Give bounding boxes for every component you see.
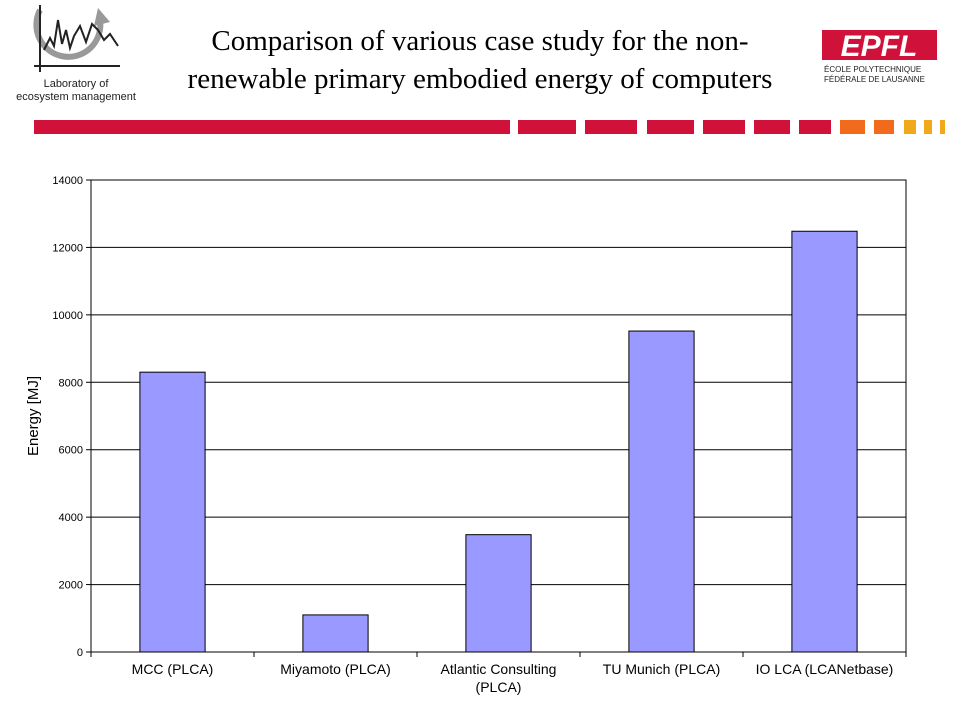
x-tick-label: TU Munich (PLCA) bbox=[603, 661, 720, 677]
page-title: Comparison of various case study for the… bbox=[150, 22, 810, 98]
bar bbox=[628, 330, 695, 653]
y-tick-label: 4000 bbox=[59, 512, 83, 524]
y-tick-label: 0 bbox=[77, 647, 83, 659]
epfl-subtitle-2: FÉDÉRALE DE LAUSANNE bbox=[824, 75, 925, 84]
x-tick-label: IO LCA (LCANetbase) bbox=[756, 661, 894, 677]
bar bbox=[302, 614, 369, 653]
x-tick-label: Miyamoto (PLCA) bbox=[280, 661, 390, 677]
x-tick-label: MCC (PLCA) bbox=[132, 661, 214, 677]
y-axis-label: Energy [MJ] bbox=[25, 376, 42, 456]
energy-bar-chart: 0 2000 4000 6000 8000 10000 12000 14000 MCC (PL… bbox=[0, 160, 960, 720]
lab-logo: Laboratory of ecosystem management bbox=[0, 0, 150, 110]
lab-name-line1: Laboratory of bbox=[43, 78, 109, 90]
accent-stripe bbox=[0, 118, 960, 138]
ecosystem-logo-icon bbox=[33, 5, 120, 72]
y-tick-label: 12000 bbox=[52, 242, 83, 254]
lab-name-line2: ecosystem management bbox=[16, 91, 136, 103]
epfl-logo: EPFL ÉCOLE POLYTECHNIQUE FÉDÉRALE DE LAU… bbox=[822, 30, 937, 90]
y-tick-label: 10000 bbox=[52, 310, 83, 322]
x-tick-label: Atlantic Consulting bbox=[441, 661, 557, 677]
y-tick-label: 8000 bbox=[59, 377, 83, 389]
y-tick-label: 14000 bbox=[52, 175, 83, 187]
title-line-2: renewable primary embodied energy of com… bbox=[187, 63, 773, 95]
bar bbox=[465, 534, 532, 653]
y-tick-label: 2000 bbox=[59, 580, 83, 592]
epfl-subtitle-1: ÉCOLE POLYTECHNIQUE bbox=[824, 65, 921, 74]
y-tick-label: 6000 bbox=[59, 445, 83, 457]
bar bbox=[791, 230, 858, 653]
x-tick-label: (PLCA) bbox=[476, 679, 522, 695]
chart-svg: 0 2000 4000 6000 8000 10000 12000 14000 MCC (PL… bbox=[25, 175, 907, 695]
epfl-logo-text: EPFL bbox=[841, 30, 918, 63]
title-line-1: Comparison of various case study for the… bbox=[211, 25, 749, 57]
bar bbox=[139, 371, 206, 653]
